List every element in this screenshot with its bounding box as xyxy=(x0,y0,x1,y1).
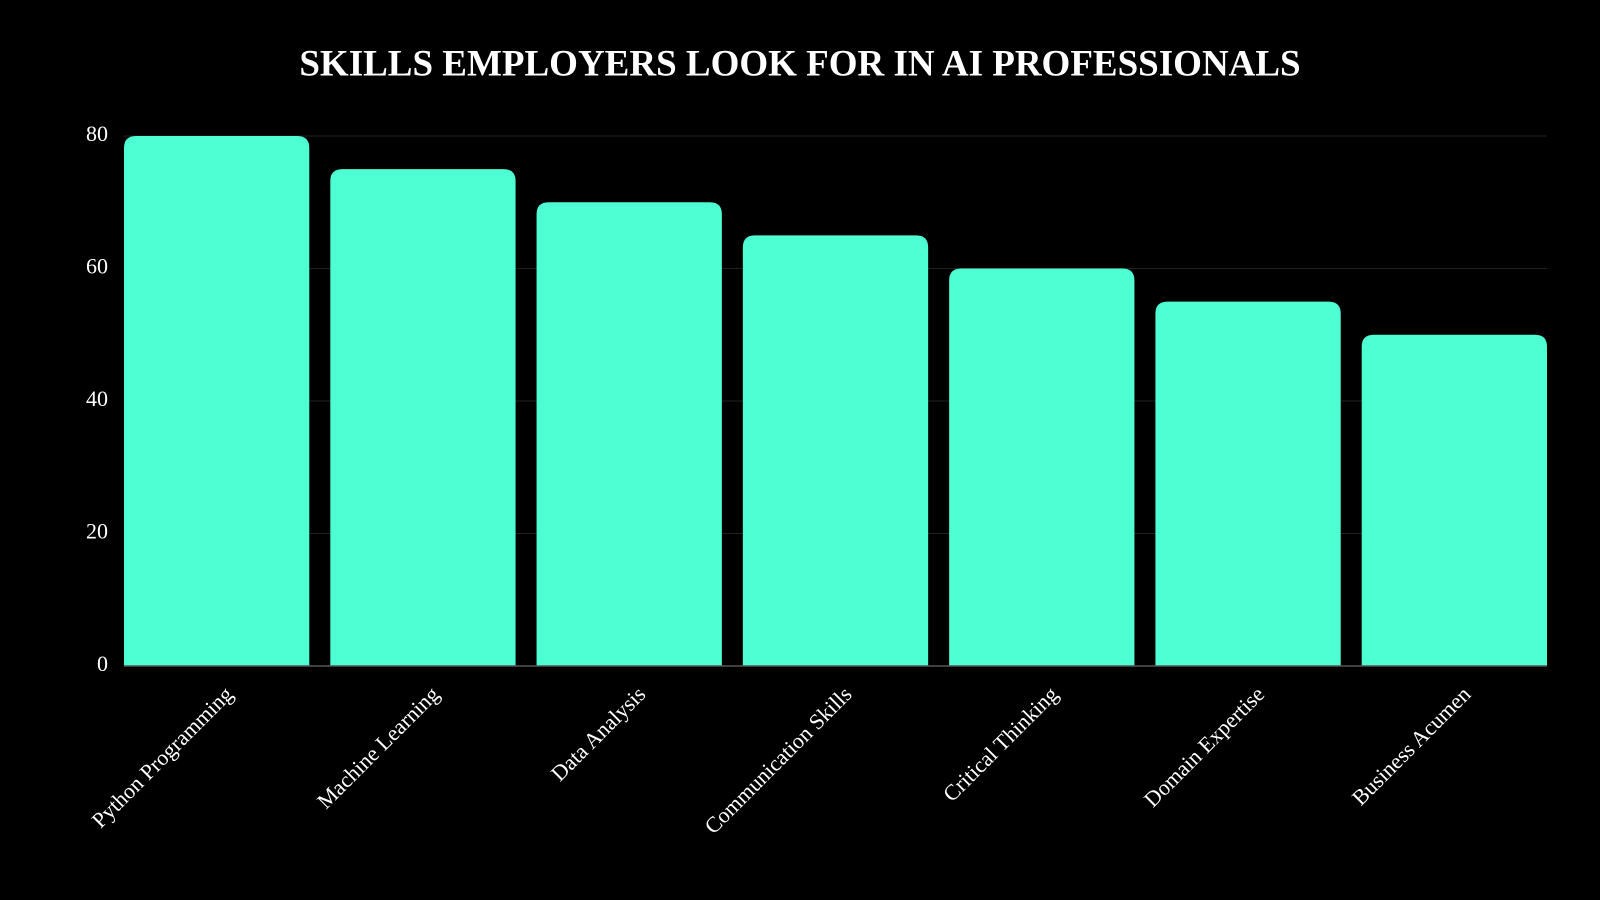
y-tick-label: 20 xyxy=(86,519,108,544)
chart-title: SKILLS EMPLOYERS LOOK FOR IN AI PROFESSI… xyxy=(299,43,1300,84)
y-tick-label: 40 xyxy=(86,386,108,411)
bar xyxy=(949,268,1135,666)
bar xyxy=(124,136,310,666)
y-tick-label: 60 xyxy=(86,254,108,279)
bar xyxy=(330,169,516,666)
y-tick-label: 80 xyxy=(86,121,108,146)
bar xyxy=(742,235,929,666)
y-tick-label: 0 xyxy=(97,651,108,676)
bar xyxy=(1155,301,1341,666)
bar xyxy=(1361,334,1547,666)
bar xyxy=(536,202,722,666)
